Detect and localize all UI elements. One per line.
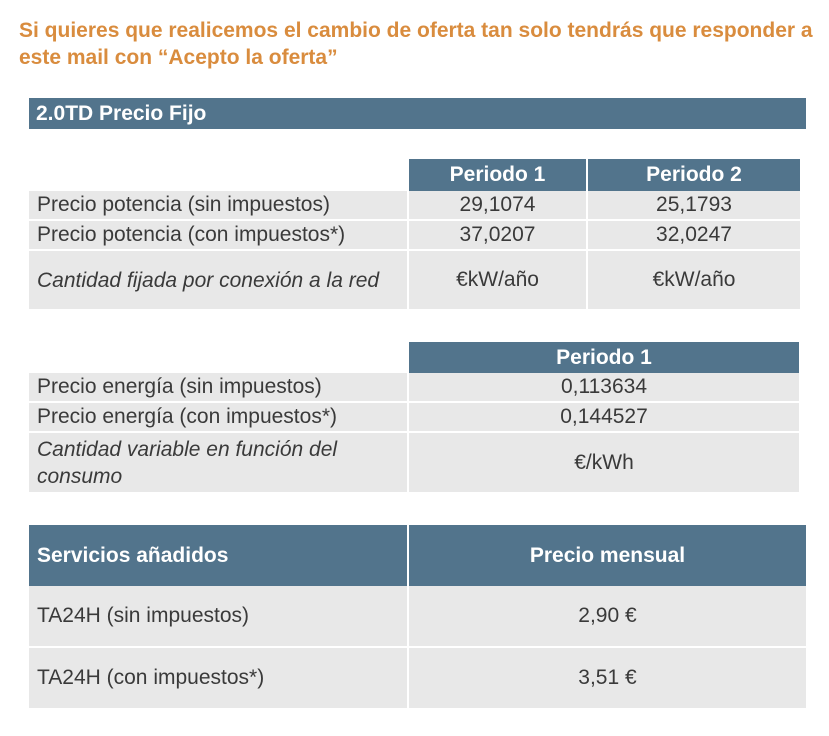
table-header-row: Periodo 1 Periodo 2 [29,159,800,191]
row-value-periodo-1: 0,144527 [409,403,799,433]
row-label: TA24H (con impuestos*) [29,648,409,710]
row-label: Precio energía (con impuestos*) [29,403,409,433]
row-value-periodo-1: €kW/año [409,251,588,311]
table-row: Precio energía (sin impuestos) 0,113634 [29,373,799,403]
table-row: TA24H (sin impuestos) 2,90 € [29,586,806,648]
plan-title: 2.0TD Precio Fijo [36,102,207,125]
row-label: Cantidad variable en función del consumo [29,433,409,494]
column-header-servicios: Servicios añadidos [29,525,409,586]
row-label: Precio potencia (sin impuestos) [29,191,409,221]
servicios-table: Servicios añadidos Precio mensual TA24H … [29,525,806,710]
table-row: Cantidad variable en función del consumo… [29,433,799,494]
row-label: Precio energía (sin impuestos) [29,373,409,403]
potencia-price-table: Periodo 1 Periodo 2 Precio potencia (sin… [29,159,800,311]
column-header-periodo-1: Periodo 1 [409,159,588,191]
row-value-periodo-1: 0,113634 [409,373,799,403]
row-value-periodo-2: 32,0247 [588,221,800,251]
plan-title-bar: 2.0TD Precio Fijo [29,98,806,129]
row-value-periodo-1: 37,0207 [409,221,588,251]
table-row: Precio potencia (con impuestos*) 37,0207… [29,221,800,251]
row-value-periodo-1: €/kWh [409,433,799,494]
row-price: 3,51 € [409,648,806,710]
row-label: Cantidad fijada por conexión a la red [29,251,409,311]
column-header-periodo-1: Periodo 1 [409,342,799,373]
row-value-periodo-2: 25,1793 [588,191,800,221]
row-price: 2,90 € [409,586,806,648]
row-value-periodo-1: 29,1074 [409,191,588,221]
column-header-periodo-2: Periodo 2 [588,159,800,191]
column-header-precio-mensual: Precio mensual [409,525,806,586]
row-label: Precio potencia (con impuestos*) [29,221,409,251]
energia-price-table: Periodo 1 Precio energía (sin impuestos)… [29,342,799,494]
row-value-periodo-2: €kW/año [588,251,800,311]
row-label: TA24H (sin impuestos) [29,586,409,648]
table-row: Precio potencia (sin impuestos) 29,1074 … [29,191,800,221]
table-row: TA24H (con impuestos*) 3,51 € [29,648,806,710]
table-header-row: Periodo 1 [29,342,799,373]
table-row: Cantidad fijada por conexión a la red €k… [29,251,800,311]
table-header-row: Servicios añadidos Precio mensual [29,525,806,586]
intro-message: Si quieres que realicemos el cambio de o… [19,19,813,69]
table-row: Precio energía (con impuestos*) 0,144527 [29,403,799,433]
